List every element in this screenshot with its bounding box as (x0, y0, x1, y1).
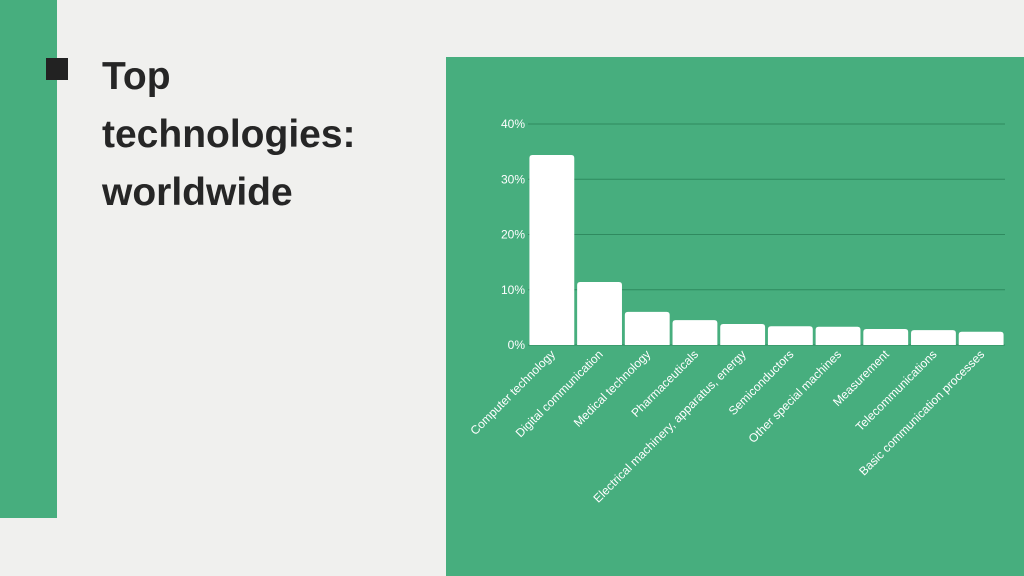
x-tick-label: Telecommunications (853, 347, 940, 434)
x-tick-label: Other special machines (746, 347, 845, 446)
bar (958, 331, 1004, 345)
bar (577, 282, 622, 345)
y-tick-label: 20% (501, 228, 525, 242)
bar (767, 326, 813, 345)
x-tick-label: Computer technology (467, 347, 558, 438)
bullet (46, 58, 68, 80)
y-tick-label: 40% (501, 117, 525, 131)
bar (624, 311, 670, 345)
side-bar (0, 0, 57, 518)
x-tick-label: Digital communication (513, 347, 606, 440)
bar (529, 154, 575, 345)
bar (863, 328, 909, 345)
y-tick-label: 10% (501, 283, 525, 297)
bar (911, 330, 956, 345)
chart-title: Top technologies: worldwide (102, 55, 356, 214)
y-tick-label: 0% (508, 338, 526, 352)
y-tick-label: 30% (501, 172, 525, 186)
bar (720, 324, 766, 345)
bar (672, 320, 718, 345)
chart: 0% 10% 20% 30% 40% Computer technologyDigital… (467, 117, 1005, 506)
bar (815, 326, 861, 345)
